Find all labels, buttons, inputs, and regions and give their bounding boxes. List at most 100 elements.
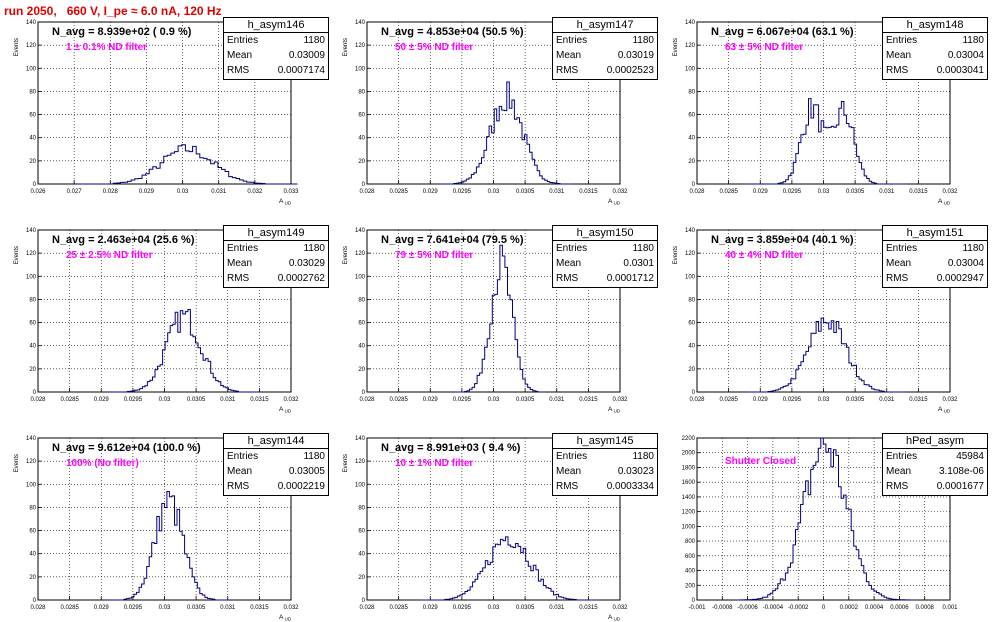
x-tick-label: 0.03 xyxy=(818,189,830,195)
x-tick-label: 0.0295 xyxy=(124,397,143,403)
stats-value: 0.03004 xyxy=(947,258,984,269)
stats-key: Entries xyxy=(227,35,259,46)
x-tick-label: 0.029 xyxy=(94,397,110,403)
stats-box: Entries 1180 Mean 0.03019 RMS 0.0002523 xyxy=(552,32,658,80)
stats-value: 1180 xyxy=(303,451,325,462)
y-tick-label: 60 xyxy=(29,113,36,119)
stats-key: Mean xyxy=(556,50,582,61)
n-avg-label: N_avg = 7.641e+04 (79.5 %) xyxy=(381,234,524,246)
histogram-line xyxy=(734,437,915,601)
x-tick-label: 0.028 xyxy=(359,189,375,195)
x-tick-label: 0.029 xyxy=(423,397,439,403)
y-tick-label: 20 xyxy=(29,159,36,165)
x-tick-label: 0.032 xyxy=(247,189,263,195)
stats-value: 1180 xyxy=(632,451,654,462)
x-tick-label: 0.031 xyxy=(220,605,236,611)
filter-label: 63 ± 5% ND filter xyxy=(725,42,804,53)
x-tick-label: 0.031 xyxy=(549,605,565,611)
stats-value: 0.0002947 xyxy=(936,273,984,284)
y-tick-label: 40 xyxy=(29,136,36,142)
stats-row-rms: RMS 0.0002219 xyxy=(224,479,328,494)
y-tick-label: 40 xyxy=(29,344,36,350)
plot-frame xyxy=(366,229,621,393)
y-tick-label: 40 xyxy=(29,552,36,558)
x-tick-label: 0.029 xyxy=(423,189,439,195)
y-tick-label: 0 xyxy=(692,598,696,604)
stats-value: 0.0001677 xyxy=(936,481,984,492)
y-tick-label: 20 xyxy=(688,367,695,373)
plot-h_asym147: 0.028 0.0285 0.029 0.0295 0.03 0.0305 0.031 0.0… xyxy=(343,20,628,206)
y-tick-label: 80 xyxy=(29,505,36,511)
y-tick-label: 80 xyxy=(358,89,365,95)
y-tick-label: 100 xyxy=(26,274,37,280)
stats-row-rms: RMS 0.0001677 xyxy=(883,479,987,494)
stats-value: 0.03004 xyxy=(947,50,984,61)
x-tick-label: 0.029 xyxy=(423,605,439,611)
y-axis-label: Events xyxy=(343,38,349,56)
stats-row-mean: Mean 0.03009 xyxy=(224,48,328,63)
y-tick-label: 120 xyxy=(26,251,37,257)
y-tick-label: 100 xyxy=(685,274,696,280)
y-tick-label: 80 xyxy=(29,89,36,95)
x-tick-label: 0.0285 xyxy=(60,605,79,611)
x-axis-label: A UD xyxy=(279,406,292,414)
stats-value: 0.03029 xyxy=(288,258,325,269)
stats-row-entries: Entries 1180 xyxy=(883,241,987,256)
stats-key: Entries xyxy=(886,243,918,254)
y-tick-label: 0 xyxy=(362,390,366,396)
plot-h_asym145: 0.028 0.0285 0.029 0.0295 0.03 0.0305 0.031 0.0… xyxy=(343,436,628,622)
x-tick-label: 0.0285 xyxy=(389,605,408,611)
y-tick-label: 0 xyxy=(362,182,366,188)
filter-label: 50 ± 5% ND filter xyxy=(395,42,474,53)
x-tick-label: 0.001 xyxy=(942,605,958,611)
n-avg-label: N_avg = 8.939e+02 ( 0.9 %) xyxy=(52,26,192,38)
x-tick-label: 0 xyxy=(822,605,826,611)
y-tick-label: 20 xyxy=(358,159,365,165)
stats-key: Mean xyxy=(886,466,912,477)
stats-box: Entries 1180 Mean 0.03004 RMS 0.0002947 xyxy=(882,240,988,288)
x-tick-label: 0.033 xyxy=(283,189,299,195)
plot-h_asym150: 0.028 0.0285 0.029 0.0295 0.03 0.0305 0.031 0.0… xyxy=(343,228,628,414)
x-tick-label: 0.031 xyxy=(879,189,895,195)
stats-row-mean: Mean 0.03029 xyxy=(224,256,328,271)
plot-frame xyxy=(37,21,292,185)
x-tick-label: 0.0315 xyxy=(909,189,928,195)
x-tick-label: 0.0305 xyxy=(846,189,865,195)
x-tick-label: 0.0295 xyxy=(453,397,472,403)
x-tick-label: 0.0295 xyxy=(124,605,143,611)
n-avg-label: N_avg = 2.463e+04 (25.6 %) xyxy=(52,234,195,246)
stats-key: RMS xyxy=(556,273,579,284)
histogram-title: h_asym146 xyxy=(223,17,329,33)
x-tick-label: 0.0285 xyxy=(389,189,408,195)
plot-frame xyxy=(696,229,951,393)
y-tick-label: 1600 xyxy=(682,480,696,486)
x-tick-label: 0.0002 xyxy=(840,605,859,611)
stats-value: 45984 xyxy=(956,451,984,462)
y-tick-label: 0 xyxy=(692,182,696,188)
y-tick-label: 80 xyxy=(688,297,695,303)
stats-key: Entries xyxy=(886,35,918,46)
stats-row-entries: Entries 45984 xyxy=(883,449,987,464)
x-tick-label: 0.0305 xyxy=(516,605,535,611)
stats-key: Entries xyxy=(227,243,259,254)
y-tick-label: 140 xyxy=(355,436,366,442)
x-tick-label: 0.0305 xyxy=(516,189,535,195)
stats-key: Mean xyxy=(556,466,582,477)
stats-row-entries: Entries 1180 xyxy=(224,33,328,48)
y-tick-label: 20 xyxy=(29,575,36,581)
y-tick-label: 140 xyxy=(685,228,696,234)
y-tick-label: 400 xyxy=(685,569,696,575)
stats-key: Entries xyxy=(886,451,918,462)
x-tick-label: 0.03 xyxy=(488,605,500,611)
y-tick-label: 60 xyxy=(358,113,365,119)
x-tick-label: 0.03 xyxy=(818,397,830,403)
x-tick-label: 0.0008 xyxy=(916,605,935,611)
histogram-title: h_asym149 xyxy=(223,225,329,241)
histogram-title: h_asym151 xyxy=(882,225,988,241)
stats-value: 0.03023 xyxy=(617,466,654,477)
stats-key: Mean xyxy=(886,258,912,269)
stats-value: 0.0001712 xyxy=(606,273,654,284)
x-tick-label: 0.0315 xyxy=(579,397,598,403)
stats-box: Entries 45984 Mean 3.108e-06 RMS 0.0001677 xyxy=(882,448,988,496)
x-tick-label: 0.0315 xyxy=(579,605,598,611)
